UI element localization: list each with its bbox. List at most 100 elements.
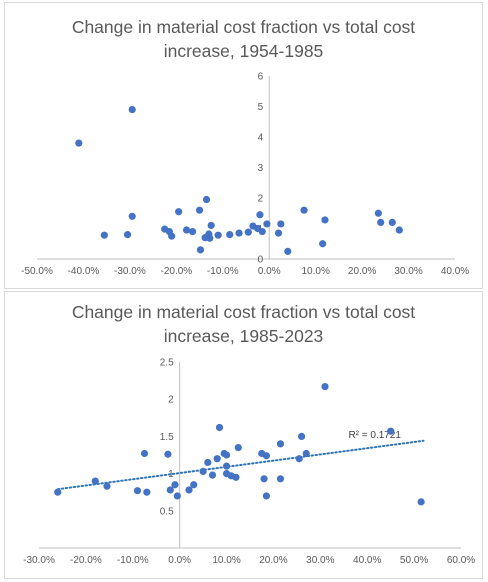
y-tick-label: 2 (258, 194, 264, 205)
data-point (258, 227, 266, 236)
x-tick-label: 40.0% (353, 555, 381, 566)
data-point (182, 226, 191, 234)
data-point (377, 218, 385, 226)
data-point (123, 231, 132, 239)
y-tick-label: 0.5 (160, 506, 174, 517)
data-point (395, 226, 403, 234)
data-point (171, 481, 179, 489)
x-tick-label: -20.0% (70, 555, 102, 566)
data-point (214, 231, 222, 239)
data-point (140, 449, 149, 458)
data-point (202, 195, 211, 204)
chart-title-line-1: Change in material cost fraction vs tota… (71, 17, 416, 37)
chart-panel-1954-1985: Change in material cost fraction vs tota… (4, 2, 483, 289)
y-tick-label: 0 (258, 255, 264, 266)
data-point (262, 492, 271, 500)
data-point (164, 450, 172, 458)
data-point (128, 105, 136, 114)
x-tick-label: 50.0% (400, 555, 428, 566)
data-point (196, 246, 205, 254)
data-point (226, 231, 234, 239)
data-point (300, 206, 308, 214)
chart-title-line-2: increase, 1985-2023 (163, 326, 324, 346)
data-point (284, 247, 292, 255)
data-point (143, 488, 151, 496)
data-point (276, 440, 285, 448)
data-point (274, 229, 283, 237)
data-point (387, 427, 395, 435)
data-point (204, 458, 212, 467)
data-point (244, 228, 252, 236)
x-tick-label: -50.0% (21, 266, 53, 277)
chart-panel-1985-2023: Change in material cost fraction vs tota… (4, 291, 483, 579)
x-tick-label: -10.0% (207, 266, 239, 277)
data-point (133, 487, 142, 495)
data-point (190, 481, 198, 489)
x-tick-label: -30.0% (114, 266, 146, 277)
chart-title: Change in material cost fraction vs tota… (5, 15, 482, 63)
data-point (75, 139, 83, 147)
data-point (173, 492, 181, 500)
data-point (276, 475, 285, 483)
data-point (166, 486, 174, 494)
data-point (213, 455, 221, 463)
scatter-plot-1954-1985: -50.0% -40.0% -30.0% -20.0% -10.0% 0.0% 10.0% 2… (21, 72, 469, 278)
r-squared-label: R² = 0.1721 (348, 430, 401, 441)
data-point (232, 473, 240, 481)
data-point (188, 227, 197, 236)
chart-title-line-1: Change in material cost fraction vs tota… (71, 302, 416, 322)
data-point (260, 475, 268, 483)
x-tick-label: -40.0% (68, 266, 100, 277)
data-point (185, 486, 193, 494)
x-tick-label: 10.0% (301, 266, 329, 277)
data-point (417, 498, 425, 506)
x-tick-label: 0.0% (168, 555, 191, 566)
x-tick-label: 40.0% (441, 266, 469, 277)
data-point (206, 234, 214, 242)
data-point (256, 211, 264, 219)
y-tick-label: 2.5 (160, 358, 174, 369)
data-point (103, 482, 111, 490)
x-tick-label: -10.0% (117, 555, 149, 566)
y-tick-label: 6 (258, 72, 264, 83)
x-tick-label: 60.0% (447, 555, 475, 566)
scatter-plot-1985-2023: -30.0% -20.0% -10.0% 0.0% 10.0% 20.0% 30.0% 40.… (23, 358, 475, 567)
data-point (54, 488, 62, 496)
data-point (374, 209, 382, 217)
data-point (263, 220, 271, 228)
y-tick-label: 1.5 (160, 432, 174, 443)
data-point (215, 423, 224, 432)
y-tick-label: 4 (258, 133, 264, 144)
x-tick-label: -20.0% (160, 266, 192, 277)
data-point (297, 432, 306, 440)
data-point (222, 451, 231, 459)
x-tick-label: 20.0% (348, 266, 376, 277)
data-point (128, 212, 136, 220)
y-tick-label: 5 (258, 102, 264, 113)
chart-title-line-2: increase, 1954-1985 (163, 41, 324, 61)
data-point (208, 471, 217, 479)
x-tick-label: 10.0% (212, 555, 240, 566)
data-point (262, 452, 271, 460)
data-point (277, 220, 285, 228)
data-point (195, 206, 204, 214)
data-point (222, 462, 231, 470)
data-point (234, 443, 242, 452)
x-tick-label: 30.0% (394, 266, 422, 277)
data-point (321, 382, 329, 391)
data-point (295, 455, 303, 463)
x-tick-label: 20.0% (259, 555, 287, 566)
data-point (207, 221, 215, 230)
data-point (175, 208, 183, 216)
data-point (100, 231, 108, 239)
x-tick-label: 30.0% (306, 555, 334, 566)
data-point (91, 477, 99, 485)
data-point (235, 229, 243, 237)
data-point (302, 449, 310, 458)
trendline (56, 439, 425, 491)
chart-title: Change in material cost fraction vs tota… (5, 300, 482, 348)
x-tick-label: -30.0% (23, 555, 55, 566)
data-point (388, 218, 396, 226)
x-tick-label: 0.0% (258, 266, 281, 277)
y-tick-label: 3 (258, 163, 264, 174)
